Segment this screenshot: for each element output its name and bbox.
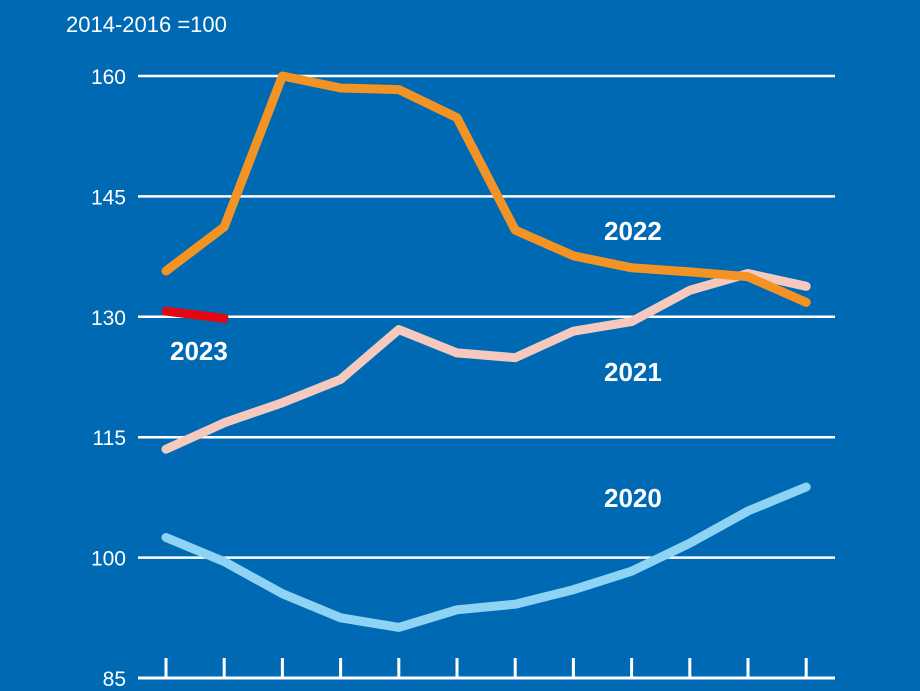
series-line-2021 <box>161 269 811 454</box>
y-tick-label-160: 160 <box>91 66 126 89</box>
y-tick-label-130: 130 <box>91 307 126 330</box>
y-tick-label-85: 85 <box>103 668 126 691</box>
series-line-2022 <box>161 71 811 307</box>
gridlines <box>138 74 835 559</box>
unit-label: 2014-2016 =100 <box>66 12 227 37</box>
y-axis-tick-labels: 85 100 115 130 145 160 <box>91 66 126 691</box>
series-labels: 2020 2021 2022 2023 <box>170 216 662 513</box>
series-label-2023: 2023 <box>170 336 228 366</box>
series-line-2023 <box>161 306 229 323</box>
series-label-2020: 2020 <box>604 483 662 513</box>
y-tick-label-115: 115 <box>93 427 126 450</box>
x-axis-ticks <box>138 658 835 680</box>
series-line-2020 <box>161 482 811 632</box>
y-tick-label-100: 100 <box>91 548 126 571</box>
series-label-2021: 2021 <box>604 357 662 387</box>
series-lines <box>161 71 811 632</box>
series-label-2022: 2022 <box>604 216 662 246</box>
y-tick-label-145: 145 <box>91 186 126 209</box>
